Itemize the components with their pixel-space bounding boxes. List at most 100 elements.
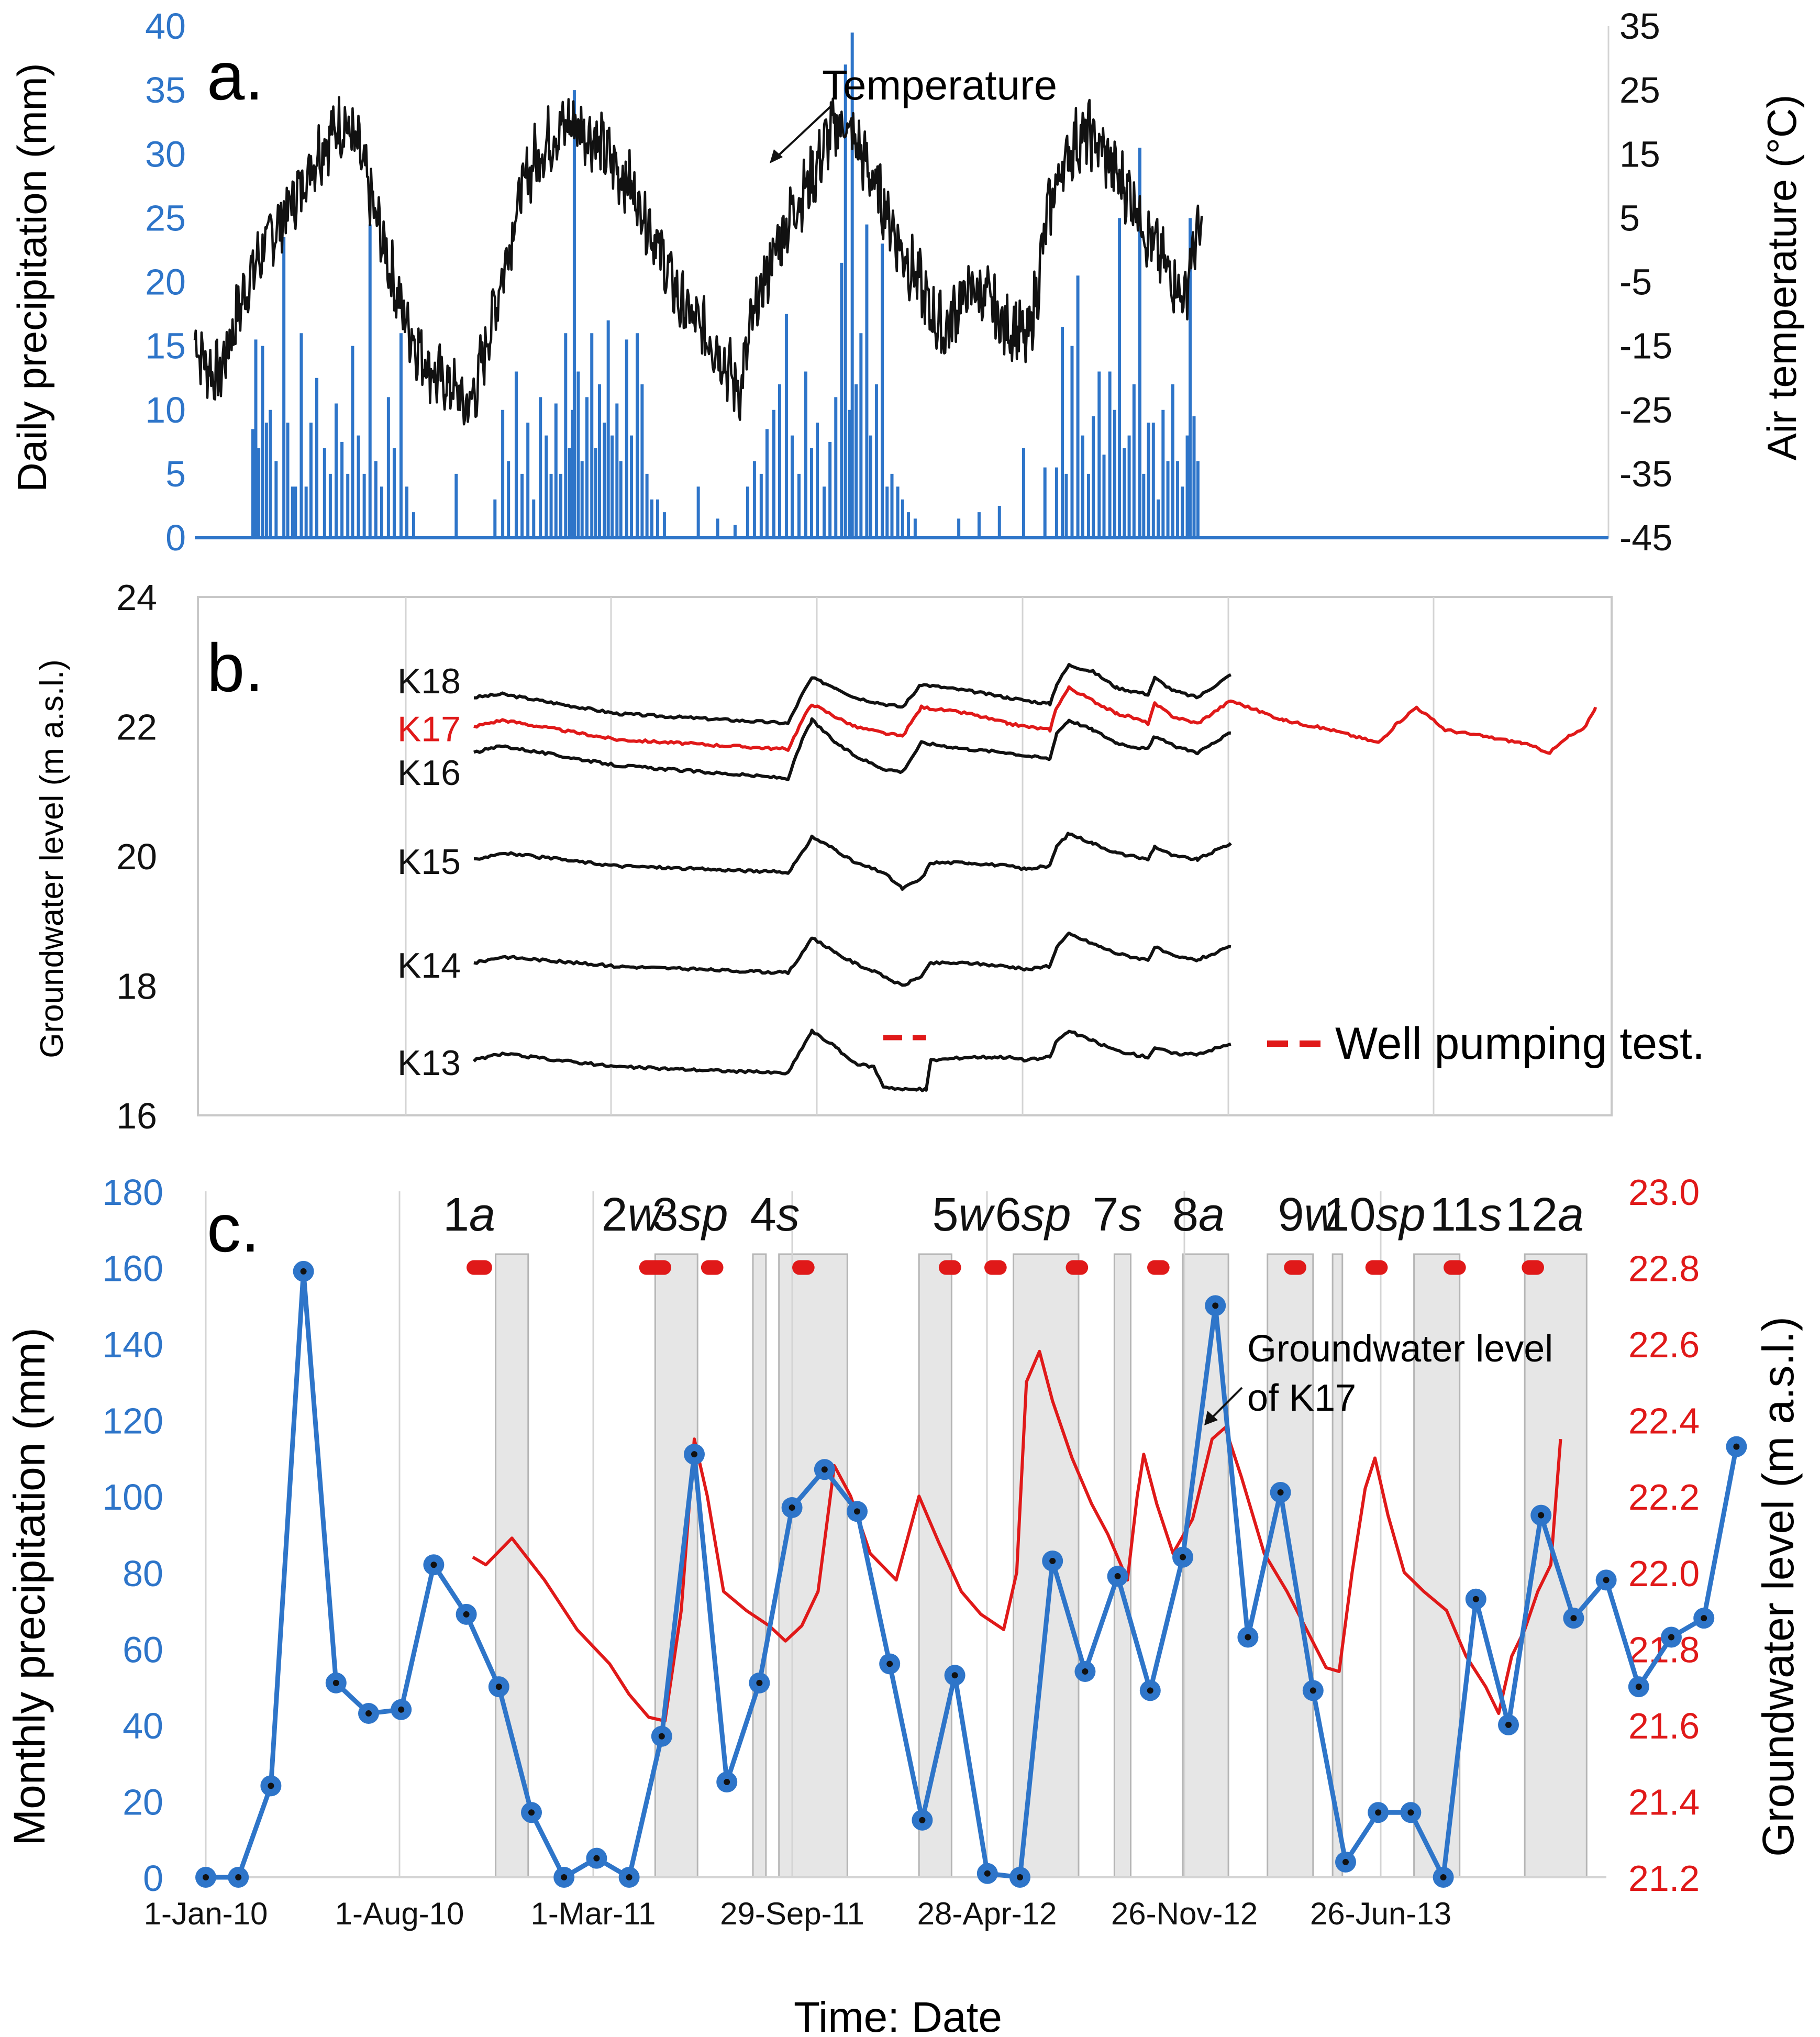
monthly-precip-point-center xyxy=(1701,1615,1707,1622)
monthly-precip-point-center xyxy=(495,1684,502,1690)
monthly-precip-point-center xyxy=(789,1504,795,1511)
monthly-precip-point-center xyxy=(1407,1809,1414,1816)
sampling-period-band xyxy=(918,1253,952,1878)
precip-tick-label: 0 xyxy=(165,517,186,558)
sampling-campaign-dot xyxy=(1147,1260,1170,1275)
temperature-tick-label: 15 xyxy=(1619,134,1660,174)
campaign-label: 7s xyxy=(1092,1189,1142,1241)
panel-c-right-ticks: 21.221.421.621.822.022.222.422.622.823.0 xyxy=(1628,1172,1700,1899)
temperature-annotation: Temperature xyxy=(822,62,1057,108)
sampling-campaign-dot xyxy=(1365,1260,1388,1275)
sampling-period-band xyxy=(778,1253,848,1878)
k17-annotation-line1: Groundwater level xyxy=(1247,1328,1553,1370)
sampling-period-band xyxy=(654,1253,698,1878)
campaign-label: 11s xyxy=(1430,1189,1502,1241)
monthly-precip-point-center xyxy=(658,1733,665,1740)
temperature-tick-label: 25 xyxy=(1619,70,1660,110)
k17-groundwater-axis-label: Groundwater level (m a.s.l.) xyxy=(1754,1316,1803,1857)
monthly-precip-point-center xyxy=(1017,1874,1023,1880)
campaign-label: 8a xyxy=(1172,1189,1225,1241)
campaign-label: 3sp xyxy=(652,1189,728,1241)
panel-b-letter: b. xyxy=(207,629,263,706)
groundwater-tick-label: 22.2 xyxy=(1628,1477,1700,1518)
groundwater-line-k16 xyxy=(473,717,1231,781)
monthly-precip-point-center xyxy=(1635,1684,1642,1690)
monthly-precip-point-center xyxy=(528,1809,535,1816)
groundwater-line-k14 xyxy=(473,932,1231,987)
panel-b-gridlines xyxy=(405,597,1435,1115)
sampling-campaign-dot xyxy=(701,1260,724,1275)
monthly-precip-point-center xyxy=(398,1706,405,1713)
precip-tick-label: 35 xyxy=(145,70,186,110)
monthly-precip-point-center xyxy=(203,1874,209,1880)
monthly-precip-point-center xyxy=(854,1508,860,1515)
temperature-annotation-arrow xyxy=(773,104,834,161)
sampling-campaign-dot xyxy=(639,1260,672,1275)
monthly-precip-tick-label: 40 xyxy=(123,1706,163,1746)
monthly-precip-point-center xyxy=(1180,1554,1186,1560)
panel-c-letter: c. xyxy=(207,1190,260,1266)
monthly-precip-point-center xyxy=(1440,1874,1447,1880)
groundwater-line-k15 xyxy=(473,832,1232,891)
monthly-precip-point-center xyxy=(951,1672,958,1679)
groundwater-tick-label: 21.4 xyxy=(1628,1781,1700,1822)
daily-precipitation-axis-label: Daily precipitation (mm) xyxy=(9,63,55,492)
x-tick-label: 26-Jun-13 xyxy=(1310,1896,1451,1931)
groundwater-tick-label: 24 xyxy=(116,577,157,618)
panel-c-left-ticks: 0 20 40 60 80 100 120 140 160 180 xyxy=(102,1172,163,1899)
legend-pumping-label: Well pumping test. xyxy=(1335,1019,1705,1069)
precip-tick-label: 25 xyxy=(145,197,186,238)
monthly-precip-point-center xyxy=(561,1874,568,1880)
well-label: K14 xyxy=(397,946,461,986)
monthly-precip-point-center xyxy=(1147,1687,1153,1694)
monthly-precip-point-center xyxy=(1049,1557,1056,1564)
monthly-precip-point-center xyxy=(268,1783,274,1789)
precip-tick-label: 10 xyxy=(145,390,186,430)
panel-a-letter: a. xyxy=(207,38,263,114)
monthly-precip-point-center xyxy=(1538,1512,1545,1519)
monthly-precip-tick-label: 120 xyxy=(102,1401,163,1442)
monthly-precip-point-center xyxy=(1375,1809,1382,1816)
monthly-precip-point-center xyxy=(365,1710,372,1717)
sampling-campaign-dots xyxy=(467,1260,1544,1275)
monthly-precip-point-center xyxy=(1570,1615,1577,1622)
monthly-precip-point-center xyxy=(1603,1577,1610,1584)
monthly-precip-point-center xyxy=(1212,1302,1219,1309)
monthly-precip-point-center xyxy=(1245,1634,1251,1641)
groundwater-line-k17 xyxy=(473,685,1597,755)
campaign-label: 2w xyxy=(601,1189,664,1241)
monthly-precip-point-center xyxy=(1114,1573,1121,1580)
campaign-label: 6sp xyxy=(995,1189,1071,1241)
groundwater-tick-label: 22.8 xyxy=(1628,1248,1700,1289)
temperature-arrow-head xyxy=(770,149,783,163)
monthly-precipitation-axis-label: Monthly precipitation (mm) xyxy=(5,1327,54,1846)
well-labels: K18 K17 K16 K15 K14 K13 xyxy=(397,661,461,1083)
monthly-precip-point-center xyxy=(235,1874,242,1880)
sampling-period-band xyxy=(1413,1253,1461,1878)
campaign-label: 1a xyxy=(443,1189,495,1241)
well-label: K13 xyxy=(397,1043,461,1083)
temperature-tick-label: 35 xyxy=(1619,6,1660,47)
monthly-precip-point-center xyxy=(756,1679,763,1686)
panel-b: 16 18 20 22 24 K18 K17 K16 K15 K14 K13 Well pumpi… xyxy=(34,577,1705,1136)
monthly-precip-point-center xyxy=(821,1466,828,1473)
monthly-precip-point-center xyxy=(1472,1596,1479,1602)
x-tick-label: 28-Apr-12 xyxy=(917,1896,1057,1931)
sampling-campaign-dot xyxy=(1444,1260,1466,1275)
monthly-precip-point-center xyxy=(1733,1443,1740,1450)
groundwater-tick-label: 21.2 xyxy=(1628,1858,1700,1899)
monthly-precip-tick-label: 20 xyxy=(123,1781,163,1822)
monthly-precip-tick-label: 100 xyxy=(102,1477,163,1518)
precip-tick-label: 5 xyxy=(165,453,186,494)
campaign-label: 4s xyxy=(750,1189,800,1241)
monthly-precip-point-center xyxy=(1668,1634,1674,1641)
campaign-label: 9w xyxy=(1278,1189,1340,1241)
temperature-tick-label: -25 xyxy=(1619,390,1672,430)
panel-b-plot-frame xyxy=(197,596,1613,1116)
monthly-precip-point-center xyxy=(463,1611,470,1618)
campaign-label: 10sp xyxy=(1323,1189,1425,1241)
temperature-tick-label: 5 xyxy=(1619,197,1640,238)
precip-tick-label: 40 xyxy=(145,6,186,47)
